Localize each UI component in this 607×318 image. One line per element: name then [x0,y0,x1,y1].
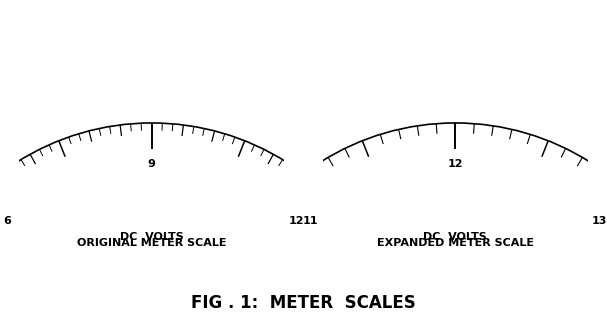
Text: 13: 13 [592,217,607,226]
Text: 12: 12 [447,159,463,169]
Text: EXPANDED METER SCALE: EXPANDED METER SCALE [377,238,534,248]
Text: DC  VOLTS: DC VOLTS [423,232,487,242]
Text: 6: 6 [3,217,11,226]
Text: 11: 11 [303,217,319,226]
Text: ORIGINAL METER SCALE: ORIGINAL METER SCALE [77,238,226,248]
Text: DC  VOLTS: DC VOLTS [120,232,184,242]
Text: FIG . 1:  METER  SCALES: FIG . 1: METER SCALES [191,294,416,312]
Text: 9: 9 [148,159,155,169]
Text: 12: 12 [288,217,304,226]
